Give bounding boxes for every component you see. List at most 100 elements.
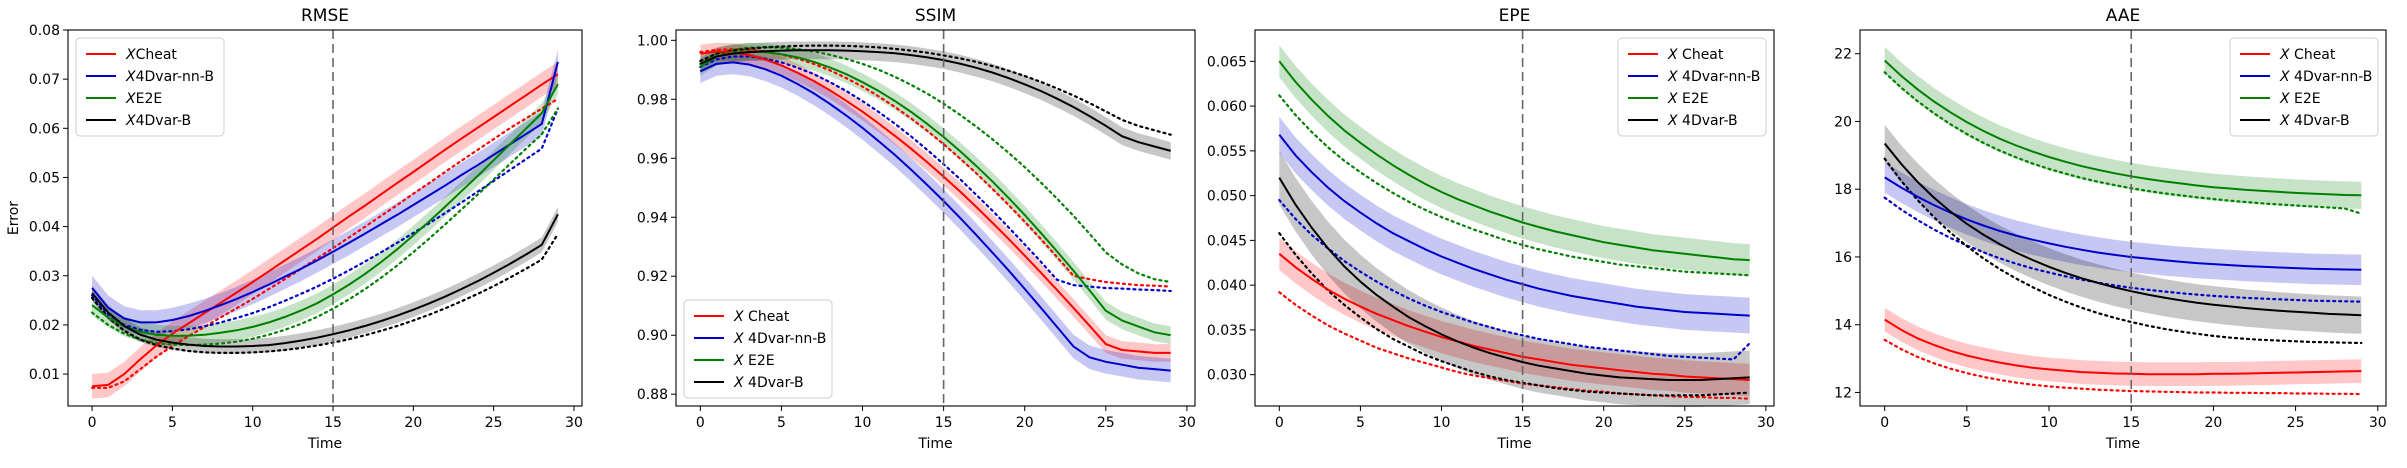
y-tick-label: 0.06 [29, 121, 60, 137]
legend-symbol: X [125, 91, 136, 107]
panel-rmse: 0 5 10 15 20 25 30 0.01 0.02 0.03 0.04 0.05 0.06 0.07… [6, 6, 583, 452]
y-tick-label: 0.92 [637, 269, 668, 285]
panel-epe: 0 5 10 15 20 25 30 0.030 0.035 0.040 0.045 0.050 0.0… [1207, 6, 1775, 452]
legend-label: XE2E [125, 91, 162, 107]
series-line [91, 213, 559, 348]
x-tick-label: 0 [88, 415, 97, 431]
series-line [1884, 59, 2362, 197]
legend-symbol: X [125, 47, 136, 63]
confidence-band [1279, 116, 1750, 334]
x-tick-label: 0 [1880, 415, 1889, 431]
y-tick-label: 0.055 [1207, 144, 1247, 160]
legend-name: 4Dvar-B [2290, 113, 2350, 129]
legend-name: E2E [1678, 91, 1709, 107]
legend-symbol: X [2279, 69, 2290, 85]
legend-name: 4Dvar-B [136, 113, 192, 129]
axes-frame [675, 29, 1196, 407]
legend-symbol: X [2279, 91, 2290, 107]
legend-symbol: X [125, 69, 136, 85]
y-tick-label: 0.88 [637, 387, 668, 403]
legend-name: 4Dvar-B [744, 375, 804, 391]
legend-box [2229, 37, 2379, 137]
x-tick-label: 10 [1433, 415, 1451, 431]
chart-title: EPE [1499, 6, 1531, 26]
y-tick-label: 0.96 [637, 151, 668, 167]
y-tick-label: 0.065 [1207, 54, 1247, 70]
y-tick-label: 0.05 [29, 170, 60, 186]
x-tick-label: 30 [565, 415, 583, 431]
series-line [699, 61, 1171, 372]
legend-name: 4Dvar-B [1678, 113, 1738, 129]
legend-label: X 4Dvar-B [2279, 113, 2350, 129]
confidence-band [1884, 162, 2362, 286]
confidence-band [700, 41, 1171, 160]
legend-symbol: X [733, 331, 744, 347]
y-tick-label: 0.050 [1207, 189, 1247, 205]
legend-name: 4Dvar-nn-B [1678, 69, 1761, 85]
y-tick-label: 0.04 [29, 220, 60, 236]
legend-label: X E2E [733, 353, 775, 369]
x-tick-label: 30 [1178, 415, 1196, 431]
y-tick-label: 0.060 [1207, 99, 1247, 115]
y-tick-label: 0.98 [637, 92, 668, 108]
x-tick-label: 15 [324, 415, 342, 431]
series-dotted-line [1278, 94, 1751, 277]
x-tick-label: 30 [2369, 415, 2387, 431]
series-dotted-line [699, 44, 1172, 136]
x-axis-label: Time [307, 436, 342, 452]
series-dotted-line [699, 45, 1172, 284]
legend-label: XCheat [125, 47, 177, 63]
legend-label: X Cheat [1667, 47, 1724, 63]
legend-name: Cheat [2290, 47, 2336, 63]
x-tick-label: 15 [1514, 415, 1532, 431]
x-tick-label: 20 [404, 415, 422, 431]
x-tick-label: 15 [935, 415, 953, 431]
confidence-band [700, 42, 1171, 362]
y-axis-label: Error [6, 201, 22, 235]
legend-name: Cheat [136, 47, 178, 63]
series-line [1884, 318, 2362, 376]
legend-label: X 4Dvar-nn-B [1667, 69, 1760, 85]
y-tick-label: 0.040 [1207, 278, 1247, 294]
x-axis-label: Time [917, 436, 952, 452]
legend-box [683, 299, 833, 399]
y-tick-label: 0.045 [1207, 233, 1247, 249]
chart-title: RMSE [301, 6, 349, 26]
panel-ssim: 0 5 10 15 20 25 30 0.88 0.90 0.92 0.94 0.96 0.98 1.00… [637, 6, 1196, 452]
legend-box [1617, 37, 1767, 137]
x-tick-label: 25 [1097, 415, 1115, 431]
y-tick-label: 20 [1834, 114, 1852, 130]
legend-label: X 4Dvar-nn-B [2279, 69, 2372, 85]
x-tick-label: 5 [1356, 415, 1365, 431]
legend-label: X Cheat [2279, 47, 2336, 63]
legend-name: E2E [2290, 91, 2321, 107]
series-line [1278, 177, 1750, 381]
series-line [1883, 142, 2362, 317]
x-tick-label: 10 [2040, 415, 2058, 431]
x-tick-label: 30 [1757, 415, 1775, 431]
legend-label: X E2E [2279, 91, 2321, 107]
x-tick-label: 0 [696, 415, 705, 431]
y-tick-label: 0.035 [1207, 323, 1247, 339]
axes-frame [1859, 29, 2387, 407]
y-tick-label: 14 [1834, 318, 1852, 334]
series-line [1278, 134, 1750, 317]
legend-label: X4Dvar-nn-B [125, 69, 214, 85]
series-dotted-line [90, 107, 560, 347]
series-line [700, 50, 1171, 354]
series-dotted-line [1278, 199, 1751, 361]
legend-name: Cheat [744, 309, 790, 325]
x-tick-label: 10 [244, 415, 262, 431]
legend-symbol: X [733, 375, 744, 391]
confidence-band [1279, 237, 1750, 397]
series-dotted-line [1278, 232, 1751, 397]
series-dotted-line [1883, 338, 2363, 396]
series-line [699, 50, 1171, 337]
legend-label: X E2E [1667, 91, 1709, 107]
y-tick-label: 22 [1834, 47, 1852, 63]
confidence-band [1279, 45, 1750, 277]
series-line [91, 83, 559, 337]
x-axis-label: Time [2105, 436, 2140, 452]
